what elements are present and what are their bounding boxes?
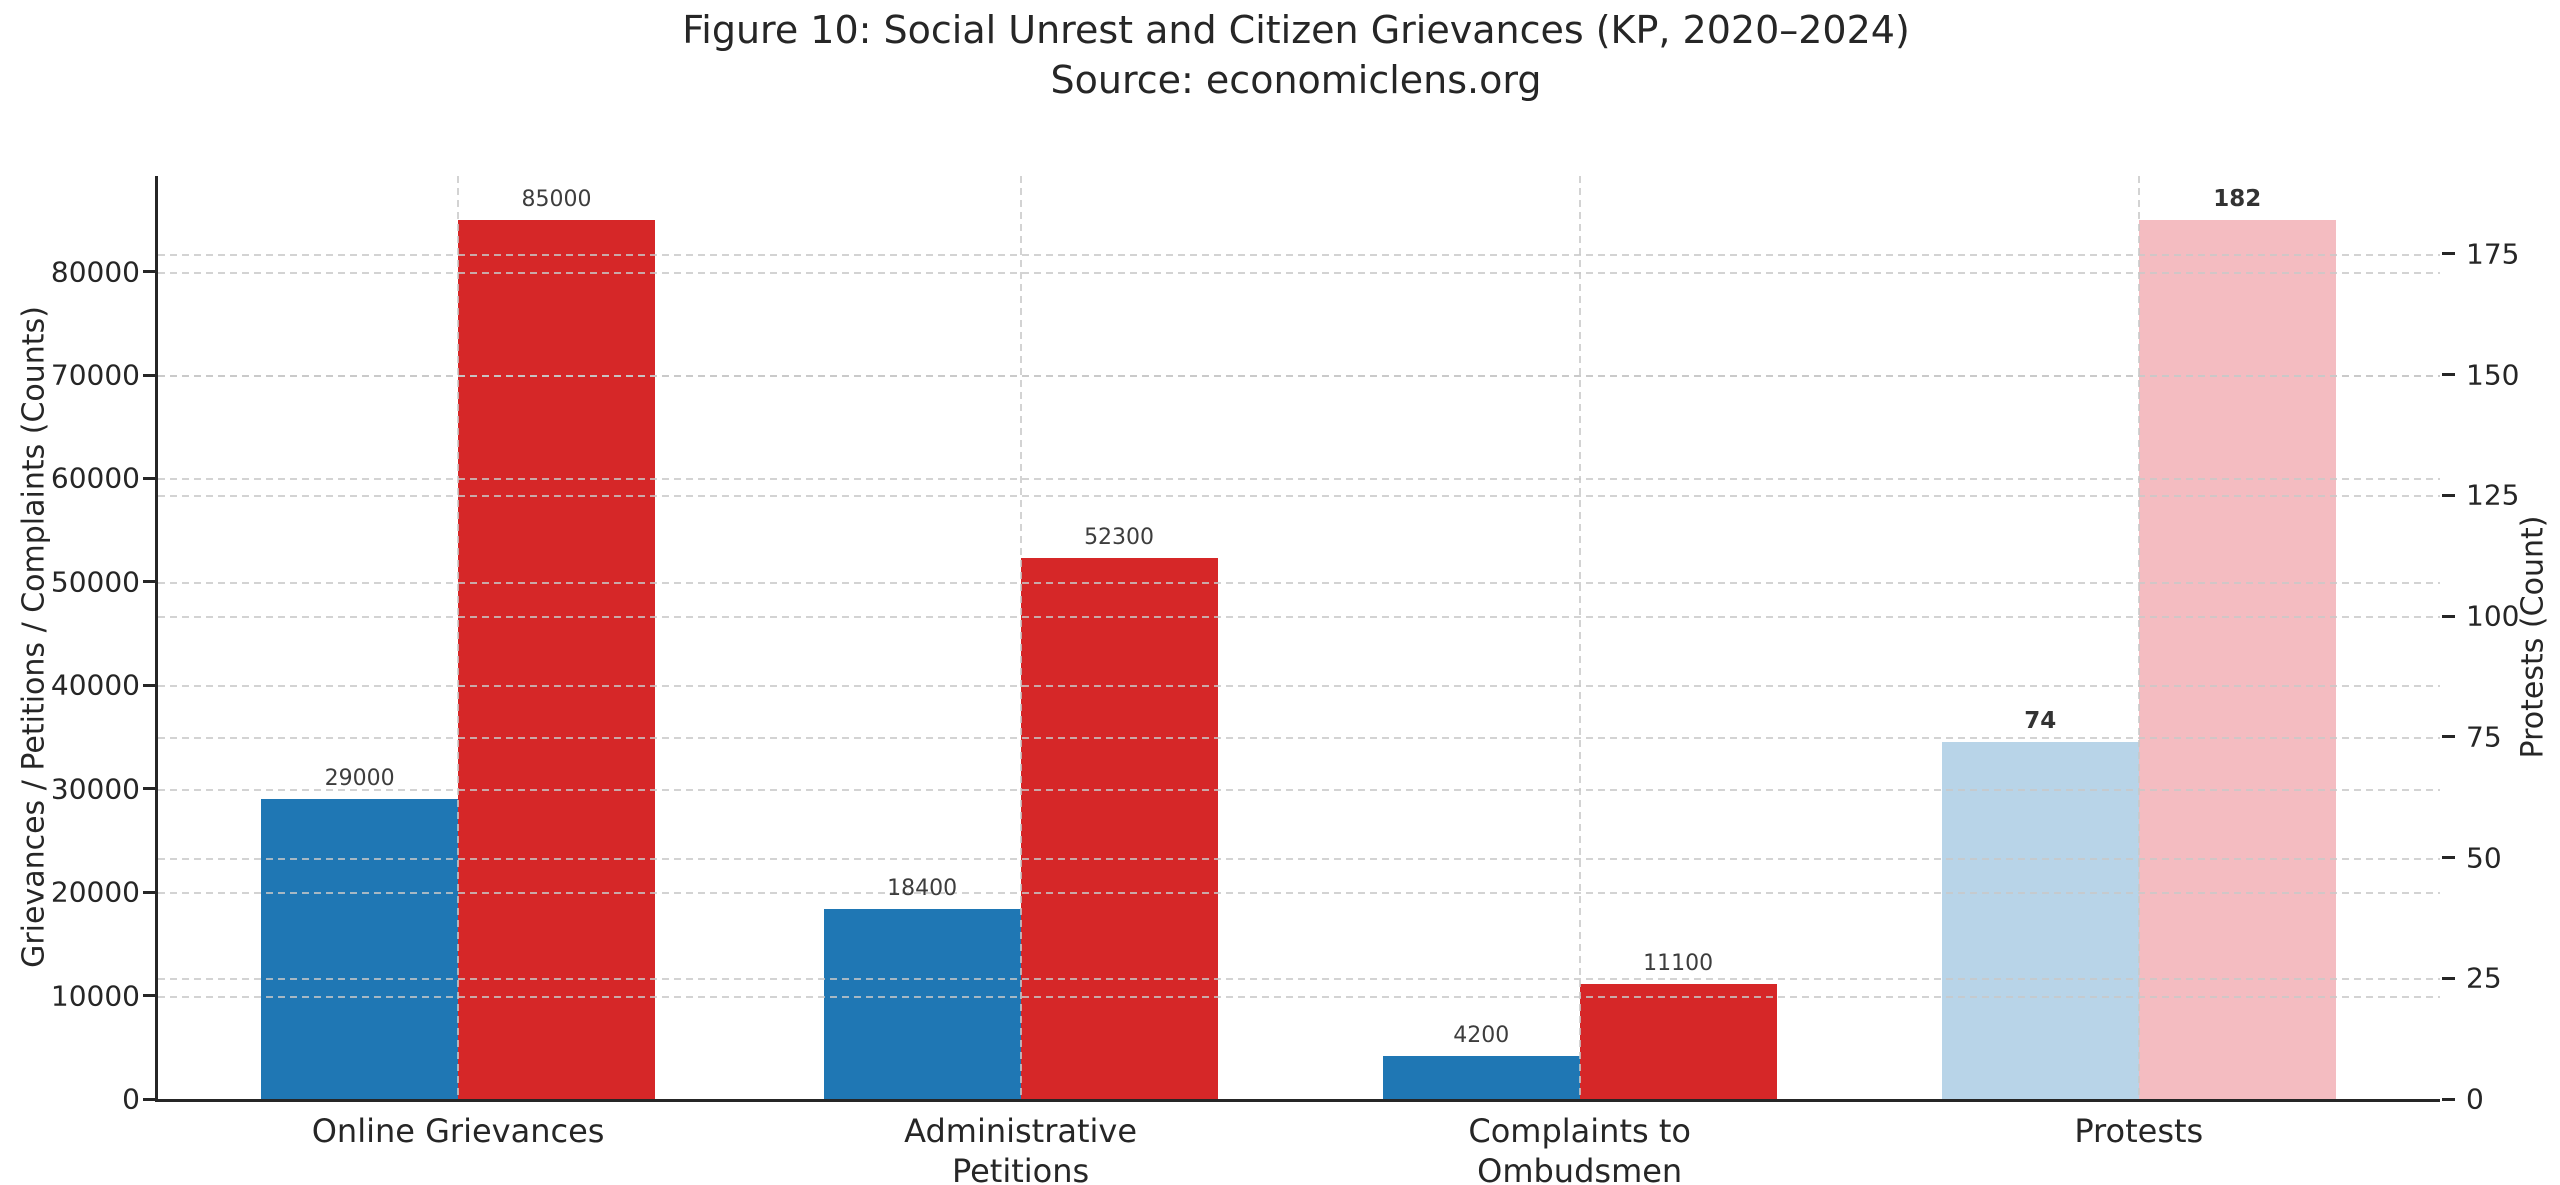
gridline-horizontal — [158, 685, 2440, 688]
y-tick-mark-right — [2442, 373, 2455, 376]
y-tick-label-right: 150 — [2466, 358, 2520, 391]
y-tick-label-left: 70000 — [50, 358, 140, 392]
gridline-horizontal — [158, 271, 2440, 274]
gridline-horizontal — [158, 478, 2440, 481]
y-tick-label-left: 20000 — [50, 875, 140, 909]
y-tick-label-left: 10000 — [50, 979, 140, 1013]
gridline-horizontal — [158, 788, 2440, 791]
y-tick-label-right: 25 — [2466, 961, 2502, 995]
bar — [1020, 558, 1218, 1099]
y-tick-mark-left — [143, 890, 156, 894]
y-tick-mark-right — [2442, 735, 2455, 739]
y-tick-mark-right — [2442, 493, 2455, 497]
gridline-horizontal — [158, 736, 2440, 739]
x-tick-label: Complaints to Ombudsmen — [1468, 1112, 1691, 1185]
y-tick-label-right: 125 — [2466, 478, 2520, 512]
x-tick-label: Protests — [2074, 1112, 2204, 1150]
gridline-horizontal — [158, 892, 2440, 895]
y-tick-mark-left — [143, 580, 156, 584]
y-tick-mark-left — [143, 787, 156, 791]
y-tick-mark-left — [143, 270, 156, 274]
bar-value-label: 52300 — [1084, 525, 1155, 551]
bar-value-label: 74 — [2024, 707, 2057, 734]
y-tick-mark-right — [2442, 976, 2455, 980]
y-tick-label-right: 0 — [2466, 1082, 2484, 1116]
bar-value-label: 29000 — [324, 766, 395, 792]
bar — [823, 908, 1021, 1099]
bar — [1941, 741, 2139, 1099]
y-tick-label-left: 60000 — [50, 461, 140, 495]
bar-value-label: 4200 — [1453, 1022, 1510, 1048]
y-tick-mark-left — [143, 373, 156, 377]
y-tick-mark-left — [143, 994, 156, 998]
y-tick-mark-right — [2442, 252, 2455, 256]
y-tick-mark-left — [143, 476, 156, 480]
y-tick-label-left: 80000 — [50, 255, 140, 289]
y-tick-mark-right — [2442, 1097, 2455, 1101]
bar — [1579, 984, 1777, 1099]
bar-value-label: 182 — [2213, 185, 2262, 212]
gridline-horizontal — [158, 581, 2440, 584]
x-tick-label: Online Grievances — [311, 1112, 605, 1150]
x-tick-label: Administrative Petitions — [904, 1112, 1138, 1185]
y-tick-mark-right — [2442, 856, 2455, 859]
y-tick-label-right: 100 — [2466, 599, 2520, 633]
y-tick-mark-left — [143, 1097, 156, 1101]
gridline-horizontal — [158, 995, 2440, 998]
y-axis-label-left: Grievances / Petitions / Complaints (Cou… — [16, 306, 52, 968]
y-tick-label-left: 0 — [122, 1082, 140, 1116]
gridline-horizontal — [158, 253, 2440, 256]
gridline-horizontal — [158, 857, 2440, 860]
y-tick-label-right: 50 — [2466, 841, 2502, 874]
bar-value-label: 85000 — [521, 186, 592, 212]
gridline-vertical — [457, 176, 460, 1099]
y-axis-label-right: Protests (Count) — [2515, 515, 2551, 759]
plot-area: 29000 85000 Online Grievances 18400 52300 Adm… — [51, 176, 2519, 1185]
gridline-horizontal — [158, 495, 2440, 498]
y-tick-label-left: 30000 — [50, 772, 140, 806]
bar — [1382, 1055, 1580, 1099]
y-tick-label-right: 175 — [2466, 237, 2520, 271]
y-tick-label-left: 40000 — [50, 668, 140, 702]
bar — [458, 219, 655, 1099]
bar-value-label: 18400 — [887, 875, 958, 901]
bar-value-label: 11100 — [1643, 951, 1714, 977]
gridline-vertical — [2137, 176, 2140, 1099]
gridline-vertical — [1578, 176, 1581, 1099]
gridline-horizontal — [158, 374, 2440, 377]
gridline-horizontal — [158, 616, 2440, 618]
bar — [261, 799, 459, 1099]
chart-title: Figure 10: Social Unrest and Citizen Gri… — [682, 8, 1910, 52]
y-tick-mark-left — [143, 683, 156, 687]
y-tick-mark-right — [2442, 614, 2455, 618]
y-tick-label-right: 75 — [2466, 720, 2502, 754]
chart-subtitle: Source: economiclens.org — [1050, 58, 1542, 102]
gridline-vertical — [1019, 176, 1022, 1099]
y-tick-label-left: 50000 — [50, 565, 140, 599]
bar — [2138, 219, 2336, 1099]
gridline-horizontal — [158, 978, 2440, 981]
